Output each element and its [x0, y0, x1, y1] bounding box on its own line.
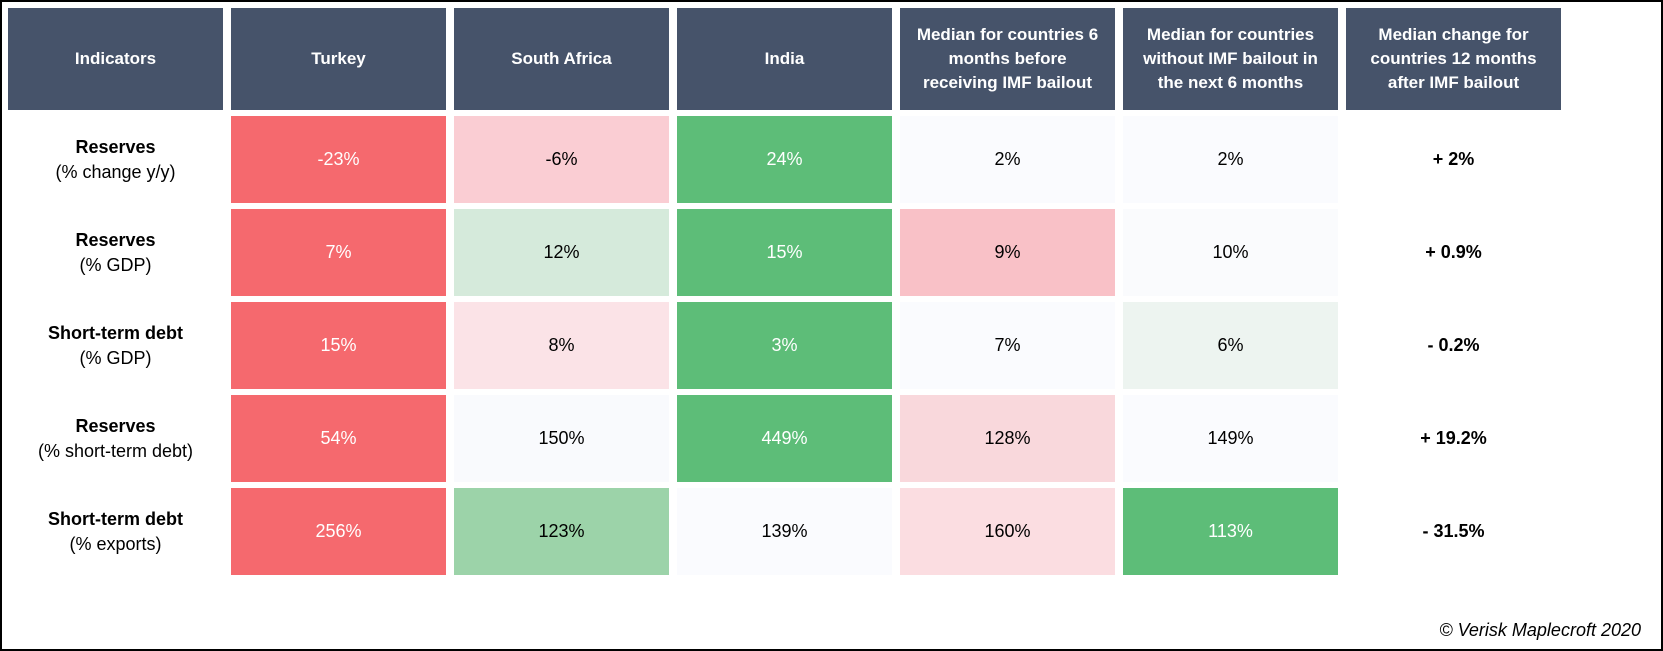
row-label-reserves-gdp: Reserves (% GDP): [8, 209, 223, 296]
row-label-sub: (% change y/y): [55, 161, 176, 182]
row-label-sub: (% GDP): [79, 347, 152, 368]
cell-median-before: 160%: [900, 488, 1115, 575]
cell-median-without: 149%: [1123, 395, 1338, 482]
row-label-sub: (% short-term debt): [37, 440, 194, 461]
column-header-median-before-bailout: Median for countries 6 months before rec…: [900, 8, 1115, 110]
cell-median-before: 2%: [900, 116, 1115, 203]
cell-turkey: 54%: [231, 395, 446, 482]
column-header-south-africa: South Africa: [454, 8, 669, 110]
row-label-reserves-short-term-debt: Reserves (% short-term debt): [8, 395, 223, 482]
cell-turkey: 256%: [231, 488, 446, 575]
cell-median-before: 128%: [900, 395, 1115, 482]
row-label-main: Reserves: [75, 230, 156, 251]
column-header-turkey: Turkey: [231, 8, 446, 110]
cell-india: 3%: [677, 302, 892, 389]
row-label-short-term-debt-gdp: Short-term debt (% GDP): [8, 302, 223, 389]
cell-median-before: 9%: [900, 209, 1115, 296]
cell-turkey: 7%: [231, 209, 446, 296]
cell-south-africa: 8%: [454, 302, 669, 389]
row-label-main: Reserves: [75, 416, 156, 437]
cell-median-without: 6%: [1123, 302, 1338, 389]
cell-south-africa: -6%: [454, 116, 669, 203]
copyright-notice: © Verisk Maplecroft 2020: [1439, 620, 1641, 640]
column-header-median-change-after-bailout: Median change for countries 12 months af…: [1346, 8, 1561, 110]
cell-median-without: 2%: [1123, 116, 1338, 203]
row-label-short-term-debt-exports: Short-term debt (% exports): [8, 488, 223, 575]
cell-india: 24%: [677, 116, 892, 203]
column-header-median-without-bailout: Median for countries without IMF bailout…: [1123, 8, 1338, 110]
row-label-sub: (% exports): [69, 533, 162, 554]
cell-turkey: -23%: [231, 116, 446, 203]
cell-india: 15%: [677, 209, 892, 296]
cell-median-change: - 31.5%: [1346, 488, 1561, 575]
cell-turkey: 15%: [231, 302, 446, 389]
column-header-indicators: Indicators: [8, 8, 223, 110]
row-label-main: Short-term debt: [48, 323, 183, 344]
row-label-main: Short-term debt: [48, 509, 183, 530]
cell-median-change: - 0.2%: [1346, 302, 1561, 389]
indicator-heatmap-grid: Indicators Turkey South Africa India Med…: [8, 8, 1561, 575]
cell-median-change: + 19.2%: [1346, 395, 1561, 482]
cell-median-change: + 0.9%: [1346, 209, 1561, 296]
cell-india: 449%: [677, 395, 892, 482]
cell-south-africa: 150%: [454, 395, 669, 482]
row-label-reserves-change-yy: Reserves (% change y/y): [8, 116, 223, 203]
cell-median-without: 10%: [1123, 209, 1338, 296]
cell-median-without: 113%: [1123, 488, 1338, 575]
row-label-sub: (% GDP): [79, 254, 152, 275]
row-label-main: Reserves: [75, 137, 156, 158]
cell-median-before: 7%: [900, 302, 1115, 389]
cell-south-africa: 12%: [454, 209, 669, 296]
cell-south-africa: 123%: [454, 488, 669, 575]
cell-median-change: + 2%: [1346, 116, 1561, 203]
column-header-india: India: [677, 8, 892, 110]
cell-india: 139%: [677, 488, 892, 575]
